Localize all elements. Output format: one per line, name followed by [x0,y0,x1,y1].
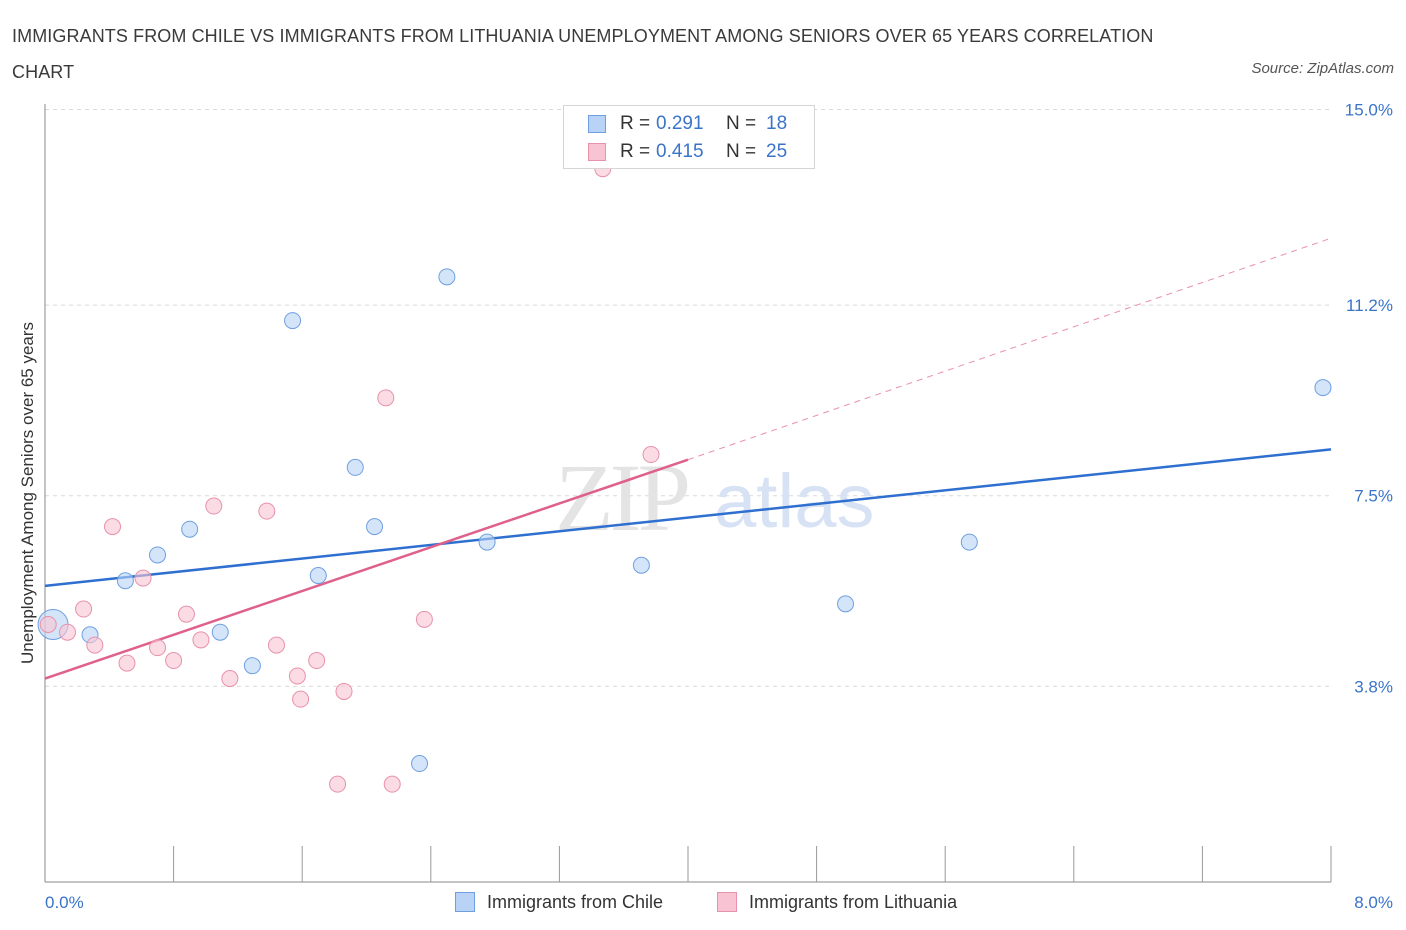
r-value: 0.291 [656,113,704,134]
grid-layer [45,108,1331,687]
lithuania-point [377,389,395,407]
chile-point [478,533,496,551]
chile-point [1314,379,1332,397]
lithuania-point [86,636,104,654]
y-tick-label: 7.5% [1354,487,1393,506]
lithuania-point [383,775,401,793]
axis-layer [44,104,1332,883]
x-tick-label: 0.0% [45,893,84,912]
watermark: ZIP atlas [555,444,875,551]
chile-trend-line [44,448,1332,588]
chile-point [632,556,650,574]
chile-swatch [588,115,606,133]
legend-item-lithuania[interactable]: Immigrants from Lithuania [717,889,957,915]
lithuania-point [288,667,306,685]
lithuania-point [59,623,77,641]
lithuania-point [267,636,285,654]
lithuania-swatch [588,143,606,161]
r-label: R = [620,113,651,134]
chile-point [366,518,384,536]
lithuania-point [192,631,210,649]
lithuania-trend-extension [687,237,1332,461]
lithuania-point [75,600,93,618]
lithuania-point [415,610,433,628]
chile-point [837,595,855,613]
chile-point [181,520,199,538]
chile-swatch [455,892,475,912]
lithuania-point [149,639,167,657]
lithuania-point [258,502,276,520]
n-value: 18 [766,113,788,134]
lithuania-point [335,682,353,700]
lithuania-point [308,652,326,670]
chile-point [309,567,327,585]
lithuania-point [642,446,660,464]
y-tick-label: 11.2% [1346,296,1393,315]
lithuania-point [221,670,239,688]
lithuania-point [104,518,122,536]
legend-row-chile: R = 0.291 N = 18 [588,111,787,137]
lithuania-point [329,775,347,793]
chile-point [149,546,167,564]
lithuania-point [39,615,57,633]
n-label: N = [726,141,757,162]
legend-label-chile: Immigrants from Chile [487,891,664,912]
tick-labels: 3.8% 7.5% 11.2% 15.0% 0.0% 8.0% [45,100,1393,912]
n-label: N = [726,113,757,134]
points-layer [37,160,1332,793]
chile-point [211,623,229,641]
chile-point [284,312,302,330]
r-value: 0.415 [656,141,704,162]
legend-label-lithuania: Immigrants from Lithuania [749,891,958,912]
lithuania-point [292,690,310,708]
chart-title: IMMIGRANTS FROM CHILE VS IMMIGRANTS FROM… [12,26,1154,82]
lithuania-swatch [717,892,737,912]
lithuania-point [118,654,136,672]
chile-point [438,268,456,286]
chile-point [346,458,364,476]
lithuania-point [165,652,183,670]
y-tick-label: 15.0% [1345,100,1393,119]
stats-legend: R = 0.291 N = 18 R = 0.415 N = 25 [563,105,815,169]
legend-item-chile[interactable]: Immigrants from Chile [455,889,663,915]
trend-layer [44,237,1332,680]
lithuania-point [134,569,152,587]
lithuania-trend-line [44,458,689,680]
legend-row-lithuania: R = 0.415 N = 25 [588,139,787,165]
chile-point [116,572,134,590]
lithuania-point [177,605,195,623]
y-tick-label: 3.8% [1354,677,1393,696]
x-tick-label: 8.0% [1354,893,1393,912]
source-label: Source: ZipAtlas.com [1251,60,1394,77]
chile-point [960,533,978,551]
chile-point [411,755,429,773]
lithuania-point [205,497,223,515]
n-value: 25 [766,141,788,162]
r-label: R = [620,141,651,162]
chile-point [243,657,261,675]
